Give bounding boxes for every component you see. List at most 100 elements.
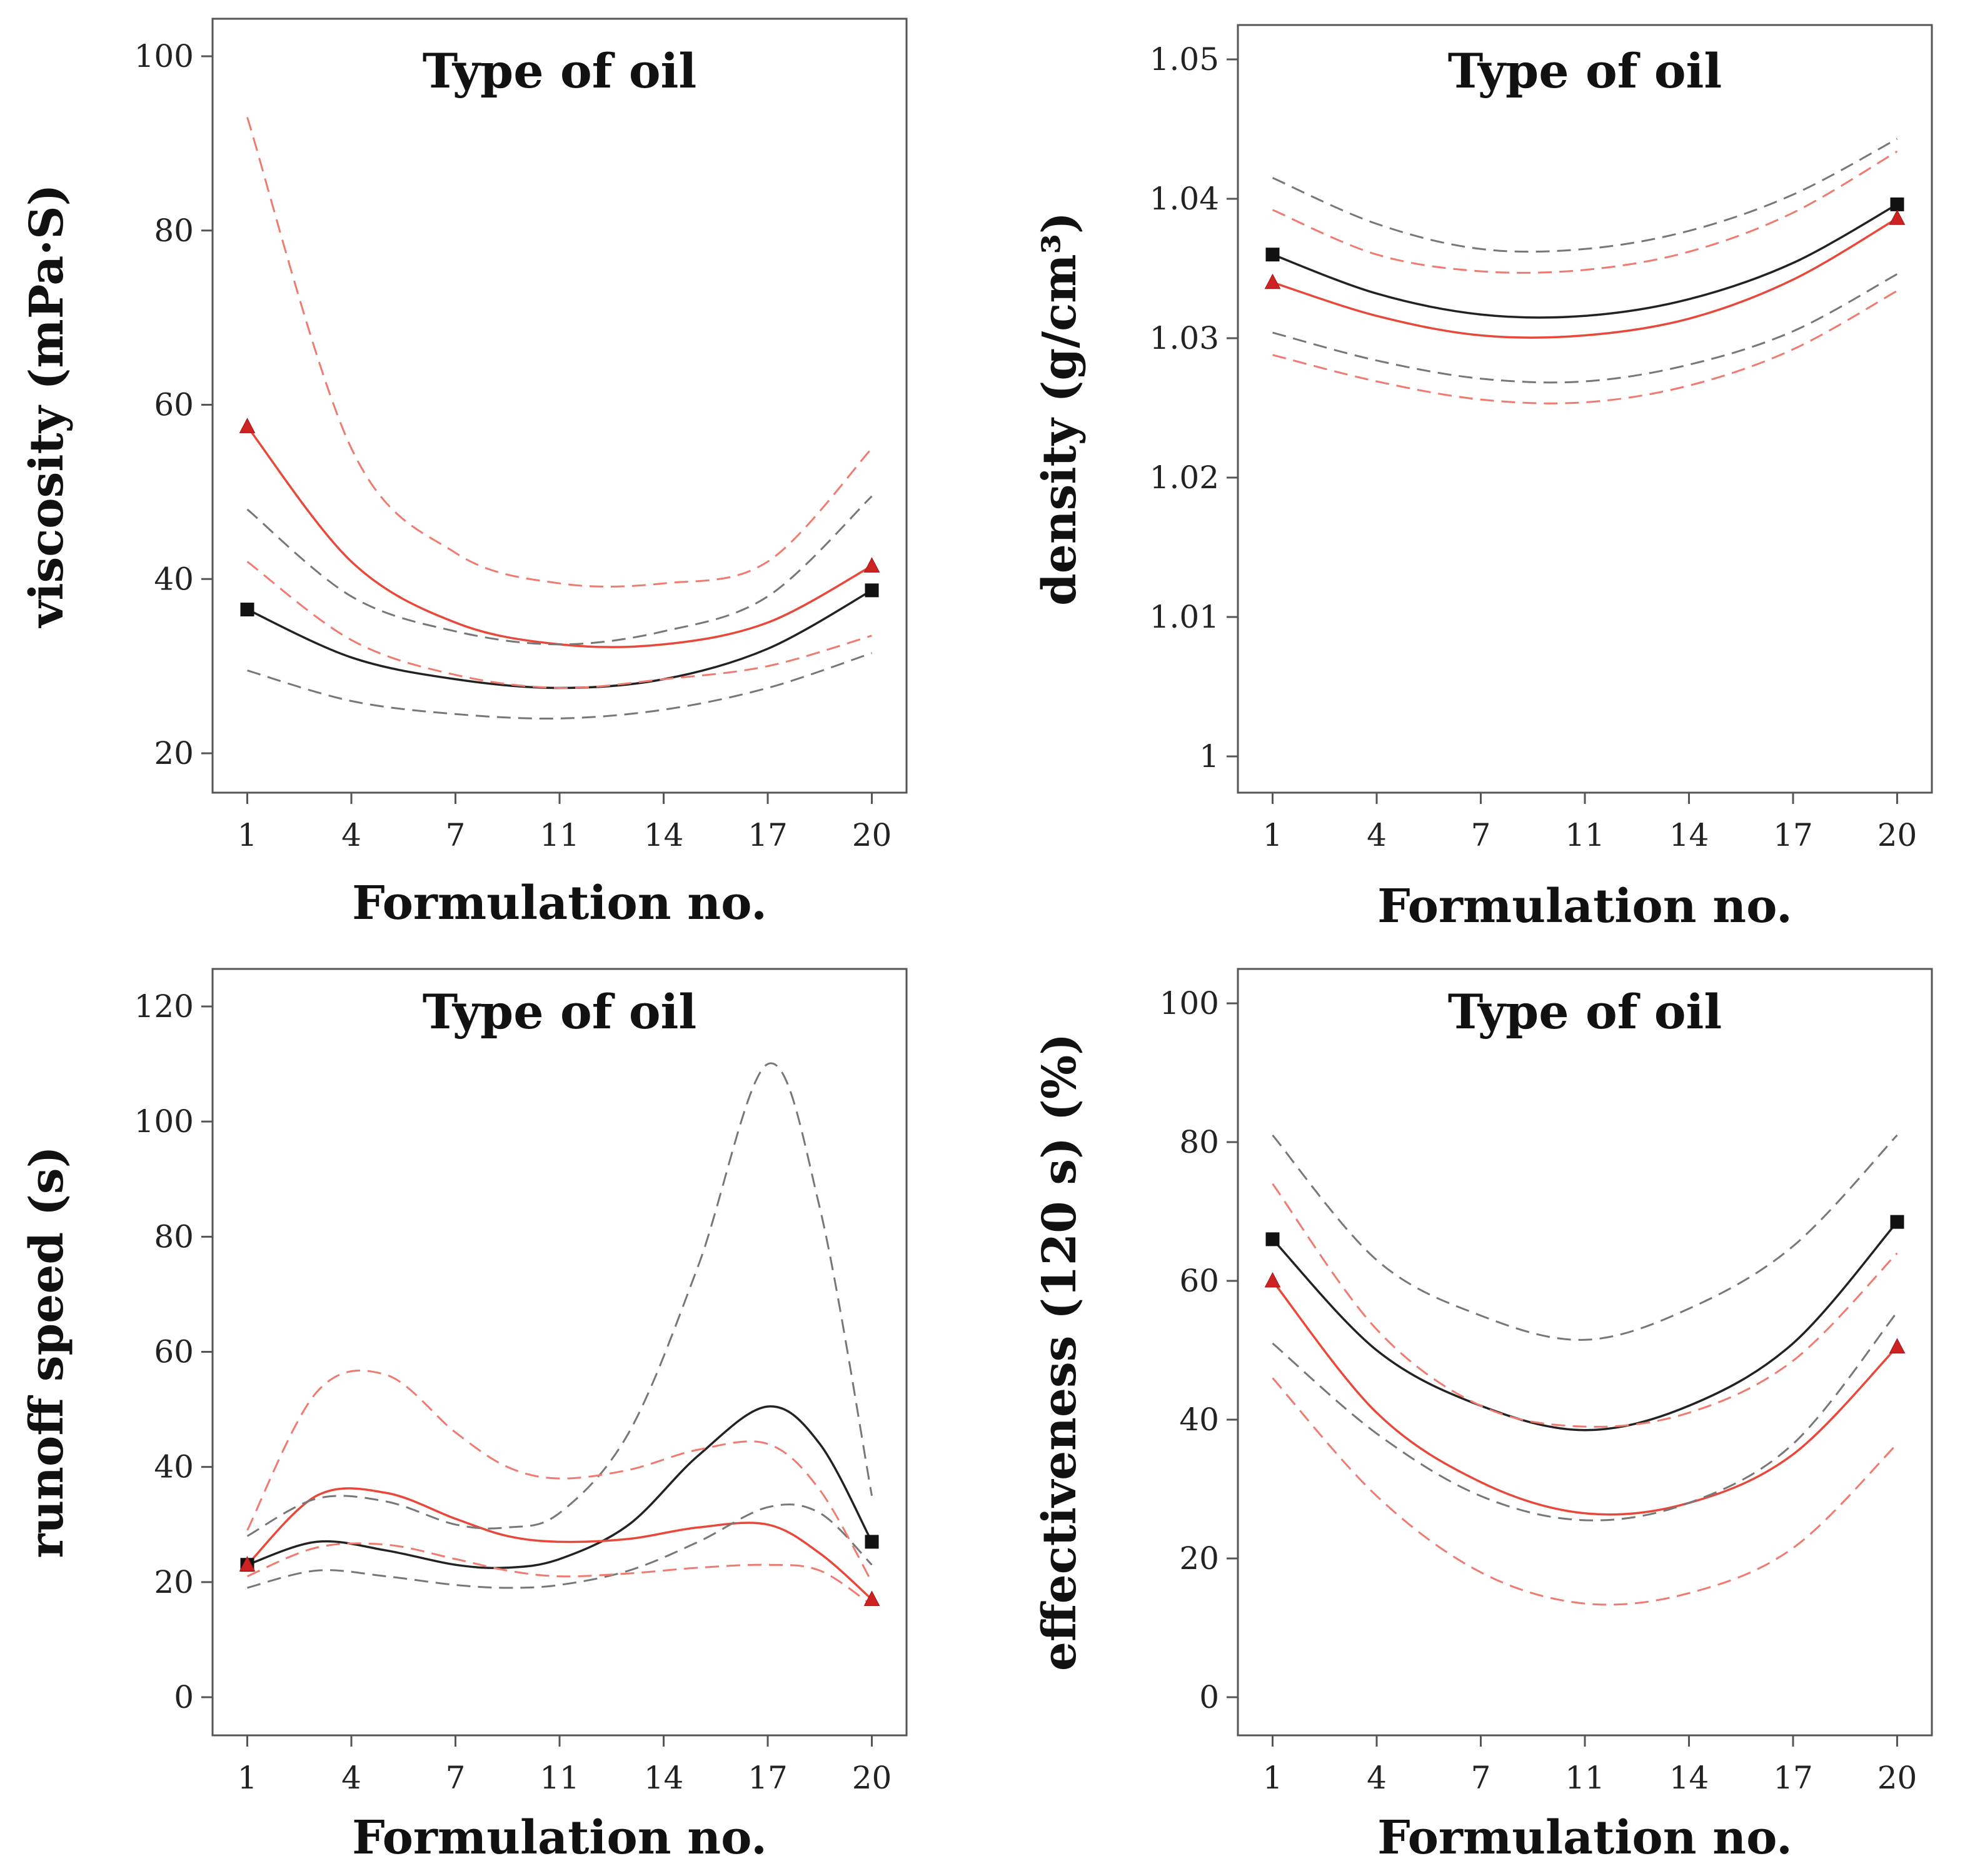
x-tick-label: 7 [1471,817,1491,853]
x-axis-label: Formulation no. [352,876,767,930]
x-tick-label: 1 [1263,1760,1283,1796]
y-tick-label: 120 [134,988,194,1025]
x-tick-label: 17 [748,1760,788,1796]
x-axis-label: Formulation no. [1377,1811,1792,1865]
y-tick-label: 80 [154,1218,194,1255]
y-tick-label: 60 [154,387,194,423]
black-fit-line [1272,203,1898,319]
y-tick-label: 100 [1160,985,1219,1021]
black-confidence-band [246,1062,873,1537]
plot-frame [1237,24,1933,794]
y-tick-label: 60 [1179,1263,1219,1299]
red-fit-line [246,1487,873,1600]
red-triangle-marker [1889,209,1906,225]
black-confidence-band [1272,1311,1898,1522]
x-tick-label: 17 [748,817,788,853]
red-confidence-band [246,561,872,690]
y-axis-label: viscosity (mPa·S) [20,184,74,628]
plot-frame [211,968,908,1737]
red-triangle-marker [1264,1272,1281,1288]
x-axis-label: Formulation no. [352,1811,767,1865]
black-square-marker [865,1535,879,1549]
y-tick-label: 1.02 [1150,459,1219,496]
red-triangle-marker [863,557,880,573]
red-triangle-marker [863,1590,880,1606]
x-tick-label: 20 [1877,817,1917,853]
y-tick-label: 20 [154,735,194,771]
x-tick-label: 17 [1773,817,1813,853]
chart-title: Type of oil [423,984,697,1040]
x-tick-label: 7 [446,817,466,853]
black-fit-line [246,589,873,690]
red-fit-line [1272,1280,1898,1516]
black-square-marker [1265,1232,1280,1246]
chart-title: Type of oil [1448,43,1722,99]
x-tick-label: 20 [852,1760,892,1796]
y-tick-label: 20 [1179,1540,1219,1577]
y-tick-label: 80 [1179,1124,1219,1160]
y-tick-label: 20 [154,1564,194,1600]
red-confidence-band [246,117,873,588]
x-tick-label: 11 [540,1760,580,1796]
x-tick-label: 4 [1367,817,1387,853]
y-tick-label: 40 [1179,1402,1219,1438]
y-tick-label: 1.03 [1150,320,1219,356]
red-triangle-marker [1264,273,1281,289]
x-tick-label: 4 [341,1760,361,1796]
black-confidence-band [246,495,873,646]
x-tick-label: 4 [341,817,361,853]
y-tick-label: 40 [154,1449,194,1485]
plot-frame [1237,968,1933,1737]
x-tick-label: 11 [1565,817,1605,853]
chart-title: Type of oil [423,43,697,99]
x-tick-label: 1 [238,817,258,853]
black-fit-line [1272,1221,1898,1432]
red-confidence-band [1272,150,1898,274]
y-tick-label: 100 [134,38,194,74]
x-tick-label: 14 [644,817,684,853]
x-tick-label: 7 [1471,1760,1491,1796]
x-tick-label: 14 [644,1760,684,1796]
red-confidence-band [1272,1183,1898,1428]
black-square-marker [1265,248,1280,262]
y-tick-label: 100 [134,1103,194,1140]
plot-area [246,1062,873,1606]
black-confidence-band [1272,138,1898,253]
plot-area [1272,138,1898,404]
y-tick-label: 40 [154,561,194,597]
x-tick-label: 20 [1877,1760,1917,1796]
y-axis-label: runoff speed (s) [20,1146,74,1558]
black-confidence-band [247,652,872,720]
red-confidence-band [1272,289,1898,404]
x-tick-label: 7 [446,1760,466,1796]
chart-title: Type of oil [1448,984,1722,1040]
x-tick-label: 1 [238,1760,258,1796]
x-tick-label: 20 [852,817,892,853]
red-triangle-marker [239,1556,256,1572]
y-axis-label: effectiveness (120 s) (%) [1033,1033,1087,1671]
y-tick-label: 1.05 [1150,41,1219,78]
black-square-marker [240,603,254,617]
plot-area [246,117,873,720]
black-square-marker [1890,1215,1904,1229]
red-triangle-marker [239,418,256,433]
plot-area [1272,1134,1898,1606]
black-confidence-band [247,1503,873,1589]
red-confidence-band [1272,1377,1898,1606]
black-fit-line [246,1405,873,1570]
y-axis-label: density (g/cm³) [1033,212,1087,606]
red-confidence-band [246,1542,873,1606]
x-tick-label: 1 [1263,817,1283,853]
y-tick-label: 80 [154,213,194,249]
y-tick-label: 1.01 [1150,599,1219,635]
y-tick-label: 0 [1199,1679,1219,1715]
black-confidence-band [1272,1134,1898,1341]
y-tick-label: 0 [174,1679,194,1715]
x-tick-label: 14 [1669,817,1709,853]
x-tick-label: 17 [1773,1760,1813,1796]
